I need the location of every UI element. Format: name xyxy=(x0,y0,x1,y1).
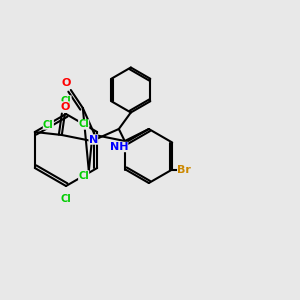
Text: NH: NH xyxy=(110,142,128,152)
Text: O: O xyxy=(60,101,70,112)
Text: Cl: Cl xyxy=(43,119,54,130)
Text: Cl: Cl xyxy=(61,95,71,106)
Text: Cl: Cl xyxy=(61,194,71,205)
Text: Br: Br xyxy=(177,164,191,175)
Text: Cl: Cl xyxy=(78,119,89,130)
Text: N: N xyxy=(89,134,98,145)
Text: O: O xyxy=(61,77,71,88)
Text: Cl: Cl xyxy=(78,170,89,181)
